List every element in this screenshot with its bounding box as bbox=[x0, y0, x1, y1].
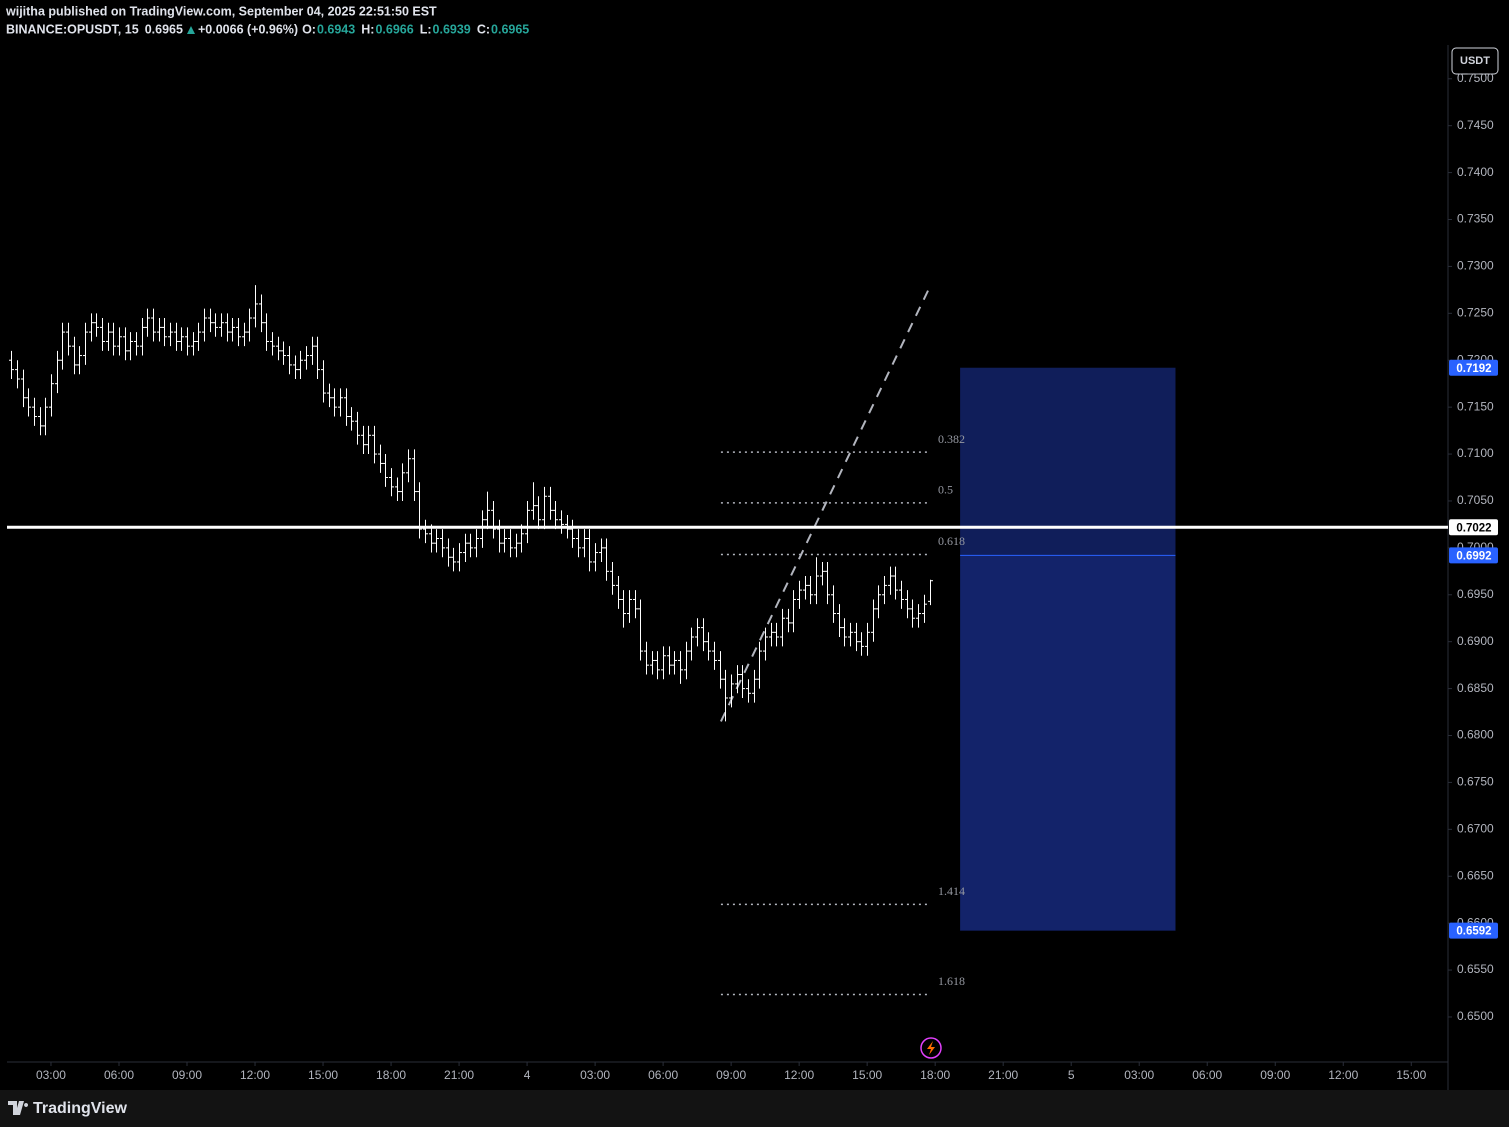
x-tick-label: 12:00 bbox=[784, 1068, 814, 1082]
price-badge bbox=[1449, 359, 1498, 376]
x-tick-label: 09:00 bbox=[1260, 1068, 1290, 1082]
ohlc-value: 0.6965 bbox=[491, 22, 529, 36]
fib-label: 0.618 bbox=[938, 534, 965, 548]
x-tick-label: 06:00 bbox=[1192, 1068, 1222, 1082]
brand: TradingView bbox=[33, 1100, 128, 1117]
y-tick-label: 0.6550 bbox=[1457, 962, 1494, 976]
x-tick-label: 06:00 bbox=[648, 1068, 678, 1082]
ohlc-label: H: bbox=[361, 22, 374, 36]
x-tick-label: 09:00 bbox=[172, 1068, 202, 1082]
x-tick-label: 12:00 bbox=[240, 1068, 270, 1082]
quote: 0.6965 +0.0066 (+0.96%) O: 0.6943 H: 0.6966 L:… bbox=[145, 22, 530, 36]
lightning-bolt bbox=[927, 1041, 935, 1055]
brand-logo bbox=[8, 1101, 29, 1115]
change: +0.0066 (+0.96%) bbox=[198, 22, 298, 36]
x-tick-label: 03:00 bbox=[36, 1068, 66, 1082]
footer-bar bbox=[0, 1090, 1509, 1127]
box-lower bbox=[960, 555, 1176, 931]
price-badge-label: 0.6592 bbox=[1456, 926, 1491, 938]
x-tick-label: 03:00 bbox=[580, 1068, 610, 1082]
fib-label: 0.5 bbox=[938, 483, 953, 497]
fib-label: 0.382 bbox=[938, 432, 965, 446]
y-tick-label: 0.7300 bbox=[1457, 259, 1494, 273]
y-tick-label: 0.6700 bbox=[1457, 822, 1494, 836]
trend-line bbox=[720, 284, 932, 722]
y-tick-label: 0.6950 bbox=[1457, 587, 1494, 601]
published: wijitha published on TradingView.com, Se… bbox=[5, 4, 437, 18]
y-tick-label: 0.6650 bbox=[1457, 868, 1494, 882]
y-tick-label: 0.7500 bbox=[1457, 71, 1494, 85]
ohlc-value: 0.6939 bbox=[433, 22, 471, 36]
ohlc-label: L: bbox=[420, 22, 432, 36]
x-tick-label: 12:00 bbox=[1328, 1068, 1358, 1082]
fib-label: 1.618 bbox=[938, 974, 965, 988]
ohlc-value: 0.6966 bbox=[375, 22, 413, 36]
plot: 0.382 0.5 0.618 1.414 1.618 bbox=[7, 284, 1448, 996]
y-tick-label: 0.6500 bbox=[1457, 1009, 1494, 1023]
currency[interactable]: USDT bbox=[1460, 55, 1490, 67]
x-tick-label: 03:00 bbox=[1124, 1068, 1154, 1082]
price-badge-label: 0.7022 bbox=[1456, 522, 1491, 534]
y-tick-label: 0.7100 bbox=[1457, 446, 1494, 460]
price-badge-label: 0.6992 bbox=[1456, 550, 1491, 562]
lightning-icon[interactable] bbox=[920, 1037, 942, 1059]
price-badge bbox=[1449, 519, 1498, 536]
y-tick-label: 0.7250 bbox=[1457, 305, 1494, 319]
x-tick-label: 15:00 bbox=[308, 1068, 338, 1082]
x-tick-label: 21:00 bbox=[988, 1068, 1018, 1082]
y-tick-label: 0.7400 bbox=[1457, 165, 1494, 179]
x-tick-label: 09:00 bbox=[716, 1068, 746, 1082]
x-tick-label: 21:00 bbox=[444, 1068, 474, 1082]
price-badge-label: 0.7192 bbox=[1456, 363, 1491, 375]
y-tick-label: 0.6750 bbox=[1457, 775, 1494, 789]
y-tick-label: 0.7150 bbox=[1457, 399, 1494, 413]
currency-button[interactable] bbox=[1451, 47, 1499, 75]
ohlc-label: O: bbox=[302, 22, 316, 36]
y-tick-label: 0.7450 bbox=[1457, 118, 1494, 132]
fib-label: 1.414 bbox=[938, 884, 965, 898]
x-tick-label: 4 bbox=[524, 1068, 531, 1082]
x-tick-label: 18:00 bbox=[920, 1068, 950, 1082]
price-badge bbox=[1449, 547, 1498, 564]
x-tick-label: 18:00 bbox=[376, 1068, 406, 1082]
box-upper bbox=[960, 367, 1176, 556]
x-tick-label: 5 bbox=[1068, 1068, 1075, 1082]
ohlc-label: C: bbox=[477, 22, 490, 36]
y-tick-label: 0.7050 bbox=[1457, 493, 1494, 507]
x-tick-label: 06:00 bbox=[104, 1068, 134, 1082]
price-badge bbox=[1449, 922, 1498, 939]
x-tick-label: 15:00 bbox=[1396, 1068, 1426, 1082]
y-tick-label: 0.6850 bbox=[1457, 681, 1494, 695]
up-arrow bbox=[186, 26, 195, 34]
symbol: BINANCE:OPUSDT, 15 bbox=[6, 22, 139, 36]
y-tick-label: 0.6800 bbox=[1457, 728, 1494, 742]
y-tick-label: 0.6900 bbox=[1457, 634, 1494, 648]
last-price: 0.6965 bbox=[145, 22, 183, 36]
x-tick-label: 15:00 bbox=[852, 1068, 882, 1082]
y-tick-label: 0.7350 bbox=[1457, 212, 1494, 226]
ohlc-value: 0.6943 bbox=[317, 22, 355, 36]
